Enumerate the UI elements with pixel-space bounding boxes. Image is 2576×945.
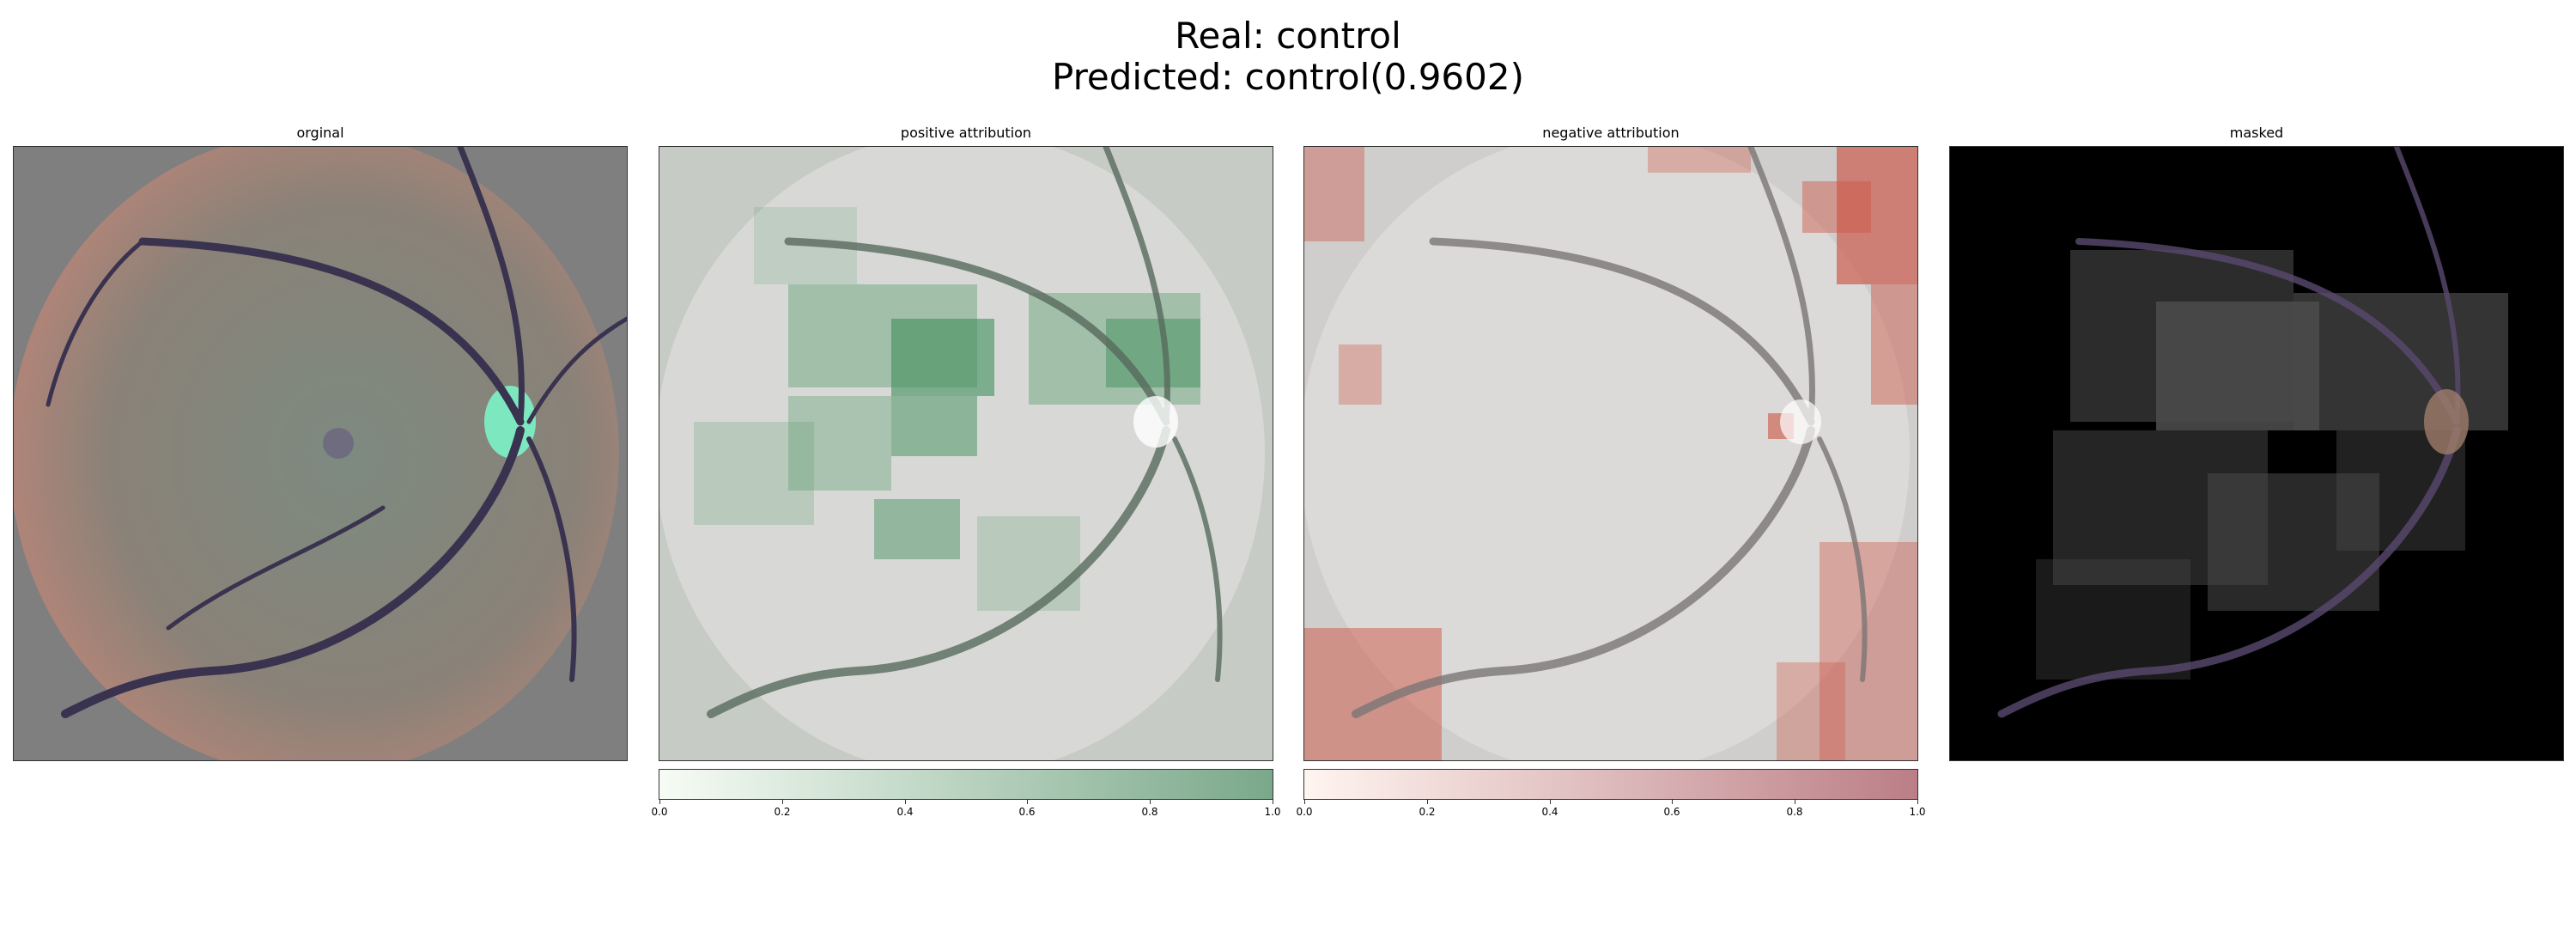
figure-title-predicted: Predicted: control(0.9602) <box>1052 56 1524 98</box>
negative-attribution-colorbar <box>1303 769 1918 800</box>
panel-title-masked: masked <box>2229 125 2284 141</box>
panel-title-positive-attribution: positive attribution <box>900 125 1032 141</box>
colorbar-tick-label: 0.2 <box>1419 806 1436 818</box>
colorbar-tick-label: 0.2 <box>774 806 791 818</box>
colorbar-tick-label: 0.6 <box>1018 806 1036 818</box>
colorbar-tick-label: 0.0 <box>651 806 668 818</box>
colorbar-tick-label: 0.6 <box>1663 806 1680 818</box>
panel-title-original: orginal <box>296 125 344 141</box>
colorbar-tick-mark <box>1917 799 1918 804</box>
colorbar-tick-mark <box>659 799 660 804</box>
colorbar-tick-mark <box>1427 799 1428 804</box>
colorbar-tick-label: 1.0 <box>1909 806 1926 818</box>
panel-title-negative-attribution: negative attribution <box>1542 125 1680 141</box>
colorbar-tick-label: 0.4 <box>896 806 914 818</box>
colorbar-tick-label: 1.0 <box>1264 806 1281 818</box>
colorbar-tick-mark <box>1550 799 1551 804</box>
negative-attribution-map <box>1303 146 1918 761</box>
positive-attribution-colorbar <box>659 769 1273 800</box>
colorbar-tick-mark <box>1304 799 1305 804</box>
masked-image <box>1949 146 2564 761</box>
original-fundus-image <box>13 146 628 761</box>
colorbar-tick-mark <box>1027 799 1028 804</box>
colorbar-tick-label: 0.4 <box>1541 806 1558 818</box>
colorbar-tick-mark <box>1150 799 1151 804</box>
positive-attribution-map <box>659 146 1273 761</box>
colorbar-tick-label: 0.8 <box>1141 806 1158 818</box>
colorbar-tick-label: 0.0 <box>1296 806 1313 818</box>
colorbar-tick-label: 0.8 <box>1786 806 1803 818</box>
colorbar-tick-mark <box>782 799 783 804</box>
figure-title-real: Real: control <box>1175 15 1401 57</box>
colorbar-tick-mark <box>905 799 906 804</box>
colorbar-tick-mark <box>1672 799 1673 804</box>
